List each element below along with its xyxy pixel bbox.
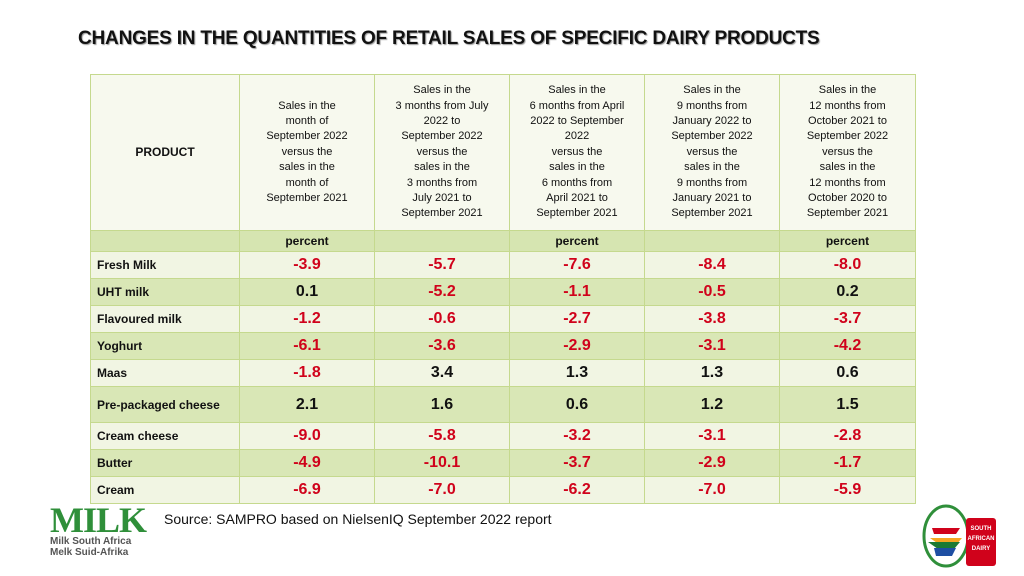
brand-line-3: DAIRY — [972, 546, 990, 552]
table-row: Cream cheese -9.0 -5.8 -3.2 -3.1 -2.8 — [90, 422, 916, 450]
product-name: Pre-packaged cheese — [90, 386, 240, 423]
table-row: UHT milk 0.1 -5.2 -1.1 -0.5 0.2 — [90, 278, 916, 306]
table-row: Pre-packaged cheese 2.1 1.6 0.6 1.2 1.5 — [90, 386, 916, 423]
column-header-text: Sales in the 9 months from January 2022 … — [671, 84, 753, 220]
value-cell: 1.3 — [644, 359, 780, 387]
unit-cell: percent — [239, 230, 375, 252]
value-cell: -6.1 — [239, 332, 375, 360]
table-row: Butter -4.9 -10.1 -3.7 -2.9 -1.7 — [90, 449, 916, 477]
value-cell: -7.6 — [509, 251, 645, 279]
value-cell: -0.5 — [644, 278, 780, 306]
value-cell: -2.8 — [779, 422, 916, 450]
value-cell: 1.5 — [779, 386, 916, 423]
table-row: Maas -1.8 3.4 1.3 1.3 0.6 — [90, 359, 916, 387]
south-african-dairy-logo: SOUTH AFRICAN DAIRY — [922, 504, 996, 568]
product-name: Flavoured milk — [90, 305, 240, 333]
flag-blue — [934, 548, 956, 556]
unit-cell-empty — [90, 230, 240, 252]
table-row: Cream -6.9 -7.0 -6.2 -7.0 -5.9 — [90, 476, 916, 504]
sales-table: PRODUCT Sales in the month of September … — [90, 74, 916, 504]
product-name: Butter — [90, 449, 240, 477]
flag-red — [932, 528, 960, 534]
value-cell: -4.2 — [779, 332, 916, 360]
table-row: Flavoured milk -1.2 -0.6 -2.7 -3.8 -3.7 — [90, 305, 916, 333]
value-cell: -3.9 — [239, 251, 375, 279]
column-header-text: Sales in the 6 months from April 2022 to… — [529, 84, 625, 220]
column-header: Sales in the 12 months from October 2021… — [779, 74, 916, 231]
value-cell: -5.2 — [374, 278, 510, 306]
milk-logo-line1: Milk South Africa — [50, 536, 132, 547]
value-cell: -0.6 — [374, 305, 510, 333]
value-cell: 2.1 — [239, 386, 375, 423]
value-cell: -3.1 — [644, 422, 780, 450]
milk-sa-logo: MILK Milk South Africa Melk Suid-Afrika — [50, 500, 160, 564]
value-cell: -6.9 — [239, 476, 375, 504]
column-header-text: Sales in the 12 months from October 2021… — [806, 84, 889, 220]
value-cell: -5.9 — [779, 476, 916, 504]
value-cell: -3.2 — [509, 422, 645, 450]
value-cell: -2.9 — [509, 332, 645, 360]
value-cell: -3.7 — [509, 449, 645, 477]
column-header: Sales in the 9 months from January 2022 … — [644, 74, 780, 231]
value-cell: -3.6 — [374, 332, 510, 360]
milk-logo-line2: Melk Suid-Afrika — [50, 547, 129, 558]
column-header: Sales in the month of September 2022 ver… — [239, 74, 375, 231]
brand-line-1: SOUTH — [971, 526, 992, 532]
milk-logo-wordmark: MILK — [50, 500, 147, 540]
value-cell: -8.0 — [779, 251, 916, 279]
brand-box — [966, 518, 996, 566]
value-cell: -2.7 — [509, 305, 645, 333]
product-name: Fresh Milk — [90, 251, 240, 279]
brand-line-2: AFRICAN — [968, 536, 995, 542]
table-row: Yoghurt -6.1 -3.6 -2.9 -3.1 -4.2 — [90, 332, 916, 360]
value-cell: -3.7 — [779, 305, 916, 333]
unit-row: percent percent percent — [90, 230, 916, 252]
value-cell: -7.0 — [374, 476, 510, 504]
value-cell: 1.2 — [644, 386, 780, 423]
column-header-text: Sales in the month of September 2022 ver… — [266, 99, 348, 205]
column-header: Sales in the 6 months from April 2022 to… — [509, 74, 645, 231]
source-note: Source: SAMPRO based on NielsenIQ Septem… — [164, 511, 552, 527]
table-row: Fresh Milk -3.9 -5.7 -7.6 -8.4 -8.0 — [90, 251, 916, 279]
product-header: PRODUCT — [90, 74, 240, 231]
value-cell: 1.6 — [374, 386, 510, 423]
value-cell: -9.0 — [239, 422, 375, 450]
value-cell: -1.1 — [509, 278, 645, 306]
value-cell: -5.8 — [374, 422, 510, 450]
table-body: Fresh Milk -3.9 -5.7 -7.6 -8.4 -8.0 UHT milk 0.… — [90, 251, 916, 504]
column-header-text: Sales in the 3 months from July 2022 to … — [395, 84, 489, 220]
value-cell: 0.6 — [779, 359, 916, 387]
value-cell: -3.8 — [644, 305, 780, 333]
product-name: UHT milk — [90, 278, 240, 306]
value-cell: -2.9 — [644, 449, 780, 477]
product-name: Yoghurt — [90, 332, 240, 360]
value-cell: -4.9 — [239, 449, 375, 477]
value-cell: 0.6 — [509, 386, 645, 423]
header-row: PRODUCT Sales in the month of September … — [90, 74, 916, 231]
value-cell: -1.8 — [239, 359, 375, 387]
value-cell: -1.7 — [779, 449, 916, 477]
unit-cell: percent — [509, 230, 645, 252]
value-cell: -6.2 — [509, 476, 645, 504]
value-cell: -7.0 — [644, 476, 780, 504]
value-cell: 1.3 — [509, 359, 645, 387]
value-cell: 3.4 — [374, 359, 510, 387]
unit-cell — [374, 230, 510, 252]
value-cell: -8.4 — [644, 251, 780, 279]
cow-head-outline — [922, 504, 970, 568]
value-cell: -1.2 — [239, 305, 375, 333]
product-name: Maas — [90, 359, 240, 387]
unit-cell: percent — [779, 230, 916, 252]
value-cell: -3.1 — [644, 332, 780, 360]
page-title: CHANGES IN THE QUANTITIES OF RETAIL SALE… — [78, 28, 820, 49]
unit-cell — [644, 230, 780, 252]
value-cell: 0.1 — [239, 278, 375, 306]
value-cell: -5.7 — [374, 251, 510, 279]
value-cell: -10.1 — [374, 449, 510, 477]
value-cell: 0.2 — [779, 278, 916, 306]
product-name: Cream — [90, 476, 240, 504]
product-name: Cream cheese — [90, 422, 240, 450]
column-header: Sales in the 3 months from July 2022 to … — [374, 74, 510, 231]
